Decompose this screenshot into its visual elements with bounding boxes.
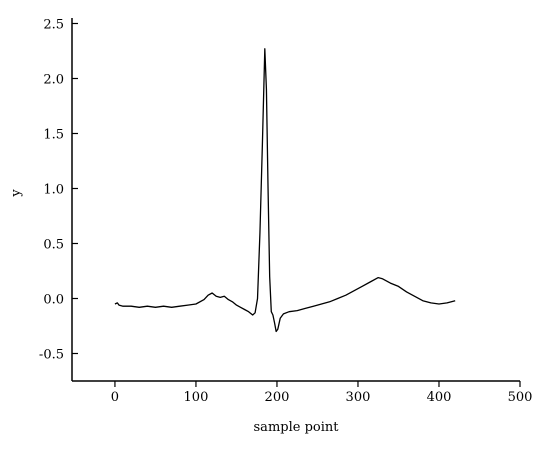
- y-tick-label: -0.5: [39, 348, 64, 363]
- y-axis-label: y: [9, 189, 24, 198]
- y-tick-label: 2.0: [43, 73, 64, 88]
- x-tick-label: 300: [346, 390, 371, 405]
- y-tick-label: 1.0: [43, 183, 64, 198]
- x-tick-label: 0: [111, 390, 119, 405]
- y-tick-label: 0.0: [43, 293, 64, 308]
- x-tick-label: 100: [184, 390, 209, 405]
- data-line: [114, 48, 456, 333]
- x-tick-label: 200: [265, 390, 290, 405]
- x-tick-label: 400: [427, 390, 452, 405]
- x-axis-label: sample point: [254, 420, 340, 435]
- y-tick-label: 1.5: [43, 128, 64, 143]
- y-tick-label: 2.5: [43, 18, 64, 33]
- x-tick-label: 500: [508, 390, 533, 405]
- y-tick-label: 0.5: [43, 238, 64, 253]
